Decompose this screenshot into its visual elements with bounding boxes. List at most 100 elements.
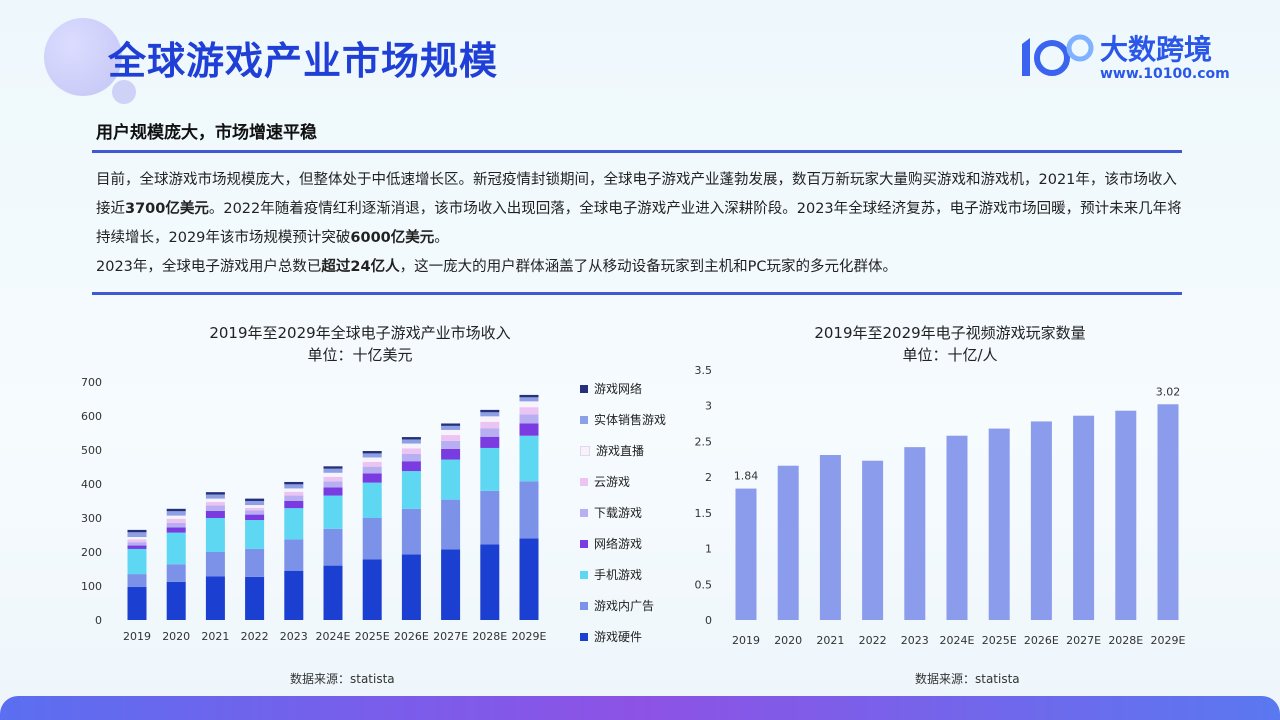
bar-segment — [284, 491, 304, 496]
bar-segment — [205, 576, 225, 620]
bar-segment — [362, 518, 382, 560]
legend-swatch — [580, 415, 588, 424]
bar-segment — [441, 423, 461, 426]
bar-segment — [401, 448, 421, 454]
bar-segment — [284, 484, 304, 489]
revenue-stacked-bar-chart: 0 100 200 300 400 500 600 700 2019 2020 2021 2022 20… — [81, 376, 547, 643]
players-chart-unit: 单位：十亿/人 — [902, 346, 998, 364]
bar-segment — [480, 436, 500, 448]
bar-segment — [127, 574, 147, 588]
bar-segment — [441, 549, 461, 620]
bar-segment — [284, 495, 304, 501]
bar-segment — [323, 528, 343, 566]
x-tick-label: 2019 — [123, 630, 151, 643]
revenue-chart-source: 数据来源：statista — [290, 672, 395, 686]
legend-swatch — [580, 539, 588, 548]
body-text: 目前，全球游戏市场规模庞大，但整体处于中低速增长区。新冠疫情封锁期间，全球电子游… — [96, 166, 1186, 282]
bar-segment — [323, 468, 343, 473]
bar-segment — [245, 514, 265, 521]
x-tick-label: 2020 — [774, 634, 802, 647]
legend-label: 云游戏 — [594, 475, 631, 489]
legend-item: 云游戏 — [580, 473, 630, 490]
bar — [862, 460, 884, 620]
y-tick-label: 0.5 — [695, 578, 713, 591]
bar-segment — [166, 508, 186, 512]
logo-url: www.10100.com — [1100, 66, 1230, 82]
data-label: 1.84 — [734, 470, 759, 483]
legend-swatch — [580, 508, 588, 517]
bar-segment — [323, 481, 343, 488]
bar-segment — [127, 542, 147, 546]
legend-item: 游戏内广告 — [580, 597, 654, 614]
x-tick-label: 2025E — [982, 634, 1017, 647]
bar-segment — [127, 537, 147, 540]
bar-segment — [519, 401, 539, 408]
y-tick-label: 3 — [705, 400, 712, 413]
y-tick-label: 0 — [95, 614, 102, 627]
bar-segment — [362, 559, 382, 620]
bar-segment — [441, 440, 461, 449]
bar-segment — [362, 466, 382, 474]
legend-swatch — [580, 384, 588, 393]
bar — [1030, 421, 1052, 620]
section-subtitle: 用户规模庞大，市场增速平稳 — [96, 123, 317, 143]
p2-highlight-users: 超过24亿人 — [321, 259, 400, 275]
bar-segment — [362, 482, 382, 518]
bar — [946, 435, 968, 620]
bar-segment — [205, 498, 225, 503]
decor-circle-small — [112, 80, 136, 104]
bar-segment — [480, 416, 500, 422]
bar-segment — [166, 518, 186, 523]
bar-segment — [401, 508, 421, 555]
bar-segment — [323, 466, 343, 469]
bar-segment — [519, 394, 539, 398]
bar-segment — [362, 473, 382, 483]
bar-segment — [401, 554, 421, 620]
x-tick-label: 2021 — [816, 634, 844, 647]
y-tick-label: 700 — [81, 376, 102, 389]
x-tick-label: 2026E — [1024, 634, 1059, 647]
legend-label: 游戏直播 — [596, 444, 645, 458]
p1-text-e: 。 — [434, 230, 449, 246]
legend-label: 手机游戏 — [594, 568, 643, 582]
revenue-chart-title-text: 2019年至2029年全球电子游戏产业市场收入 — [209, 324, 511, 342]
legend-item: 手机游戏 — [580, 566, 642, 583]
x-tick-label: 2025E — [355, 630, 390, 643]
p1-highlight-forecast: 6000亿美元 — [350, 230, 435, 246]
x-tick-label: 2026E — [394, 630, 429, 643]
legend-item: 游戏硬件 — [580, 628, 642, 645]
bar — [1157, 404, 1179, 620]
legend-item: 下载游戏 — [580, 504, 642, 521]
bar — [988, 428, 1010, 620]
bar — [1115, 410, 1137, 620]
legend-swatch — [580, 570, 588, 579]
y-tick-label: 600 — [81, 410, 102, 423]
bar — [1073, 415, 1095, 620]
players-bar-chart: 0 0.5 1 1.5 2 2.5 3 3.5 2019 1.84 2020 2021 2022 2023… — [695, 364, 1186, 647]
data-label: 3.02 — [1156, 385, 1181, 398]
x-tick-label: 2020 — [162, 630, 190, 643]
bar-segment — [284, 481, 304, 485]
bar-segment — [166, 515, 186, 519]
y-tick-label: 100 — [81, 580, 102, 593]
bar-segment — [323, 487, 343, 496]
bar-segment — [166, 511, 186, 516]
players-chart-source: 数据来源：statista — [915, 672, 1020, 686]
bar-segment — [205, 552, 225, 577]
y-tick-label: 1 — [705, 543, 712, 556]
legend-label: 游戏网络 — [594, 382, 643, 396]
p1-highlight-revenue: 3700亿美元 — [125, 201, 209, 217]
x-tick-label: 2023 — [280, 630, 308, 643]
bar-segment — [401, 471, 421, 509]
bar-segment — [127, 587, 147, 620]
bar-segment — [362, 453, 382, 458]
bar-segment — [127, 539, 147, 543]
brand-logo: 大数跨境 www.10100.com — [1016, 26, 1236, 88]
bar-segment — [480, 409, 500, 413]
bar-segment — [362, 451, 382, 454]
bar-segment — [127, 545, 147, 549]
bar-segment — [245, 510, 265, 515]
bar-segment — [480, 412, 500, 417]
legend-swatch — [580, 445, 590, 456]
y-tick-label: 2 — [705, 471, 712, 484]
